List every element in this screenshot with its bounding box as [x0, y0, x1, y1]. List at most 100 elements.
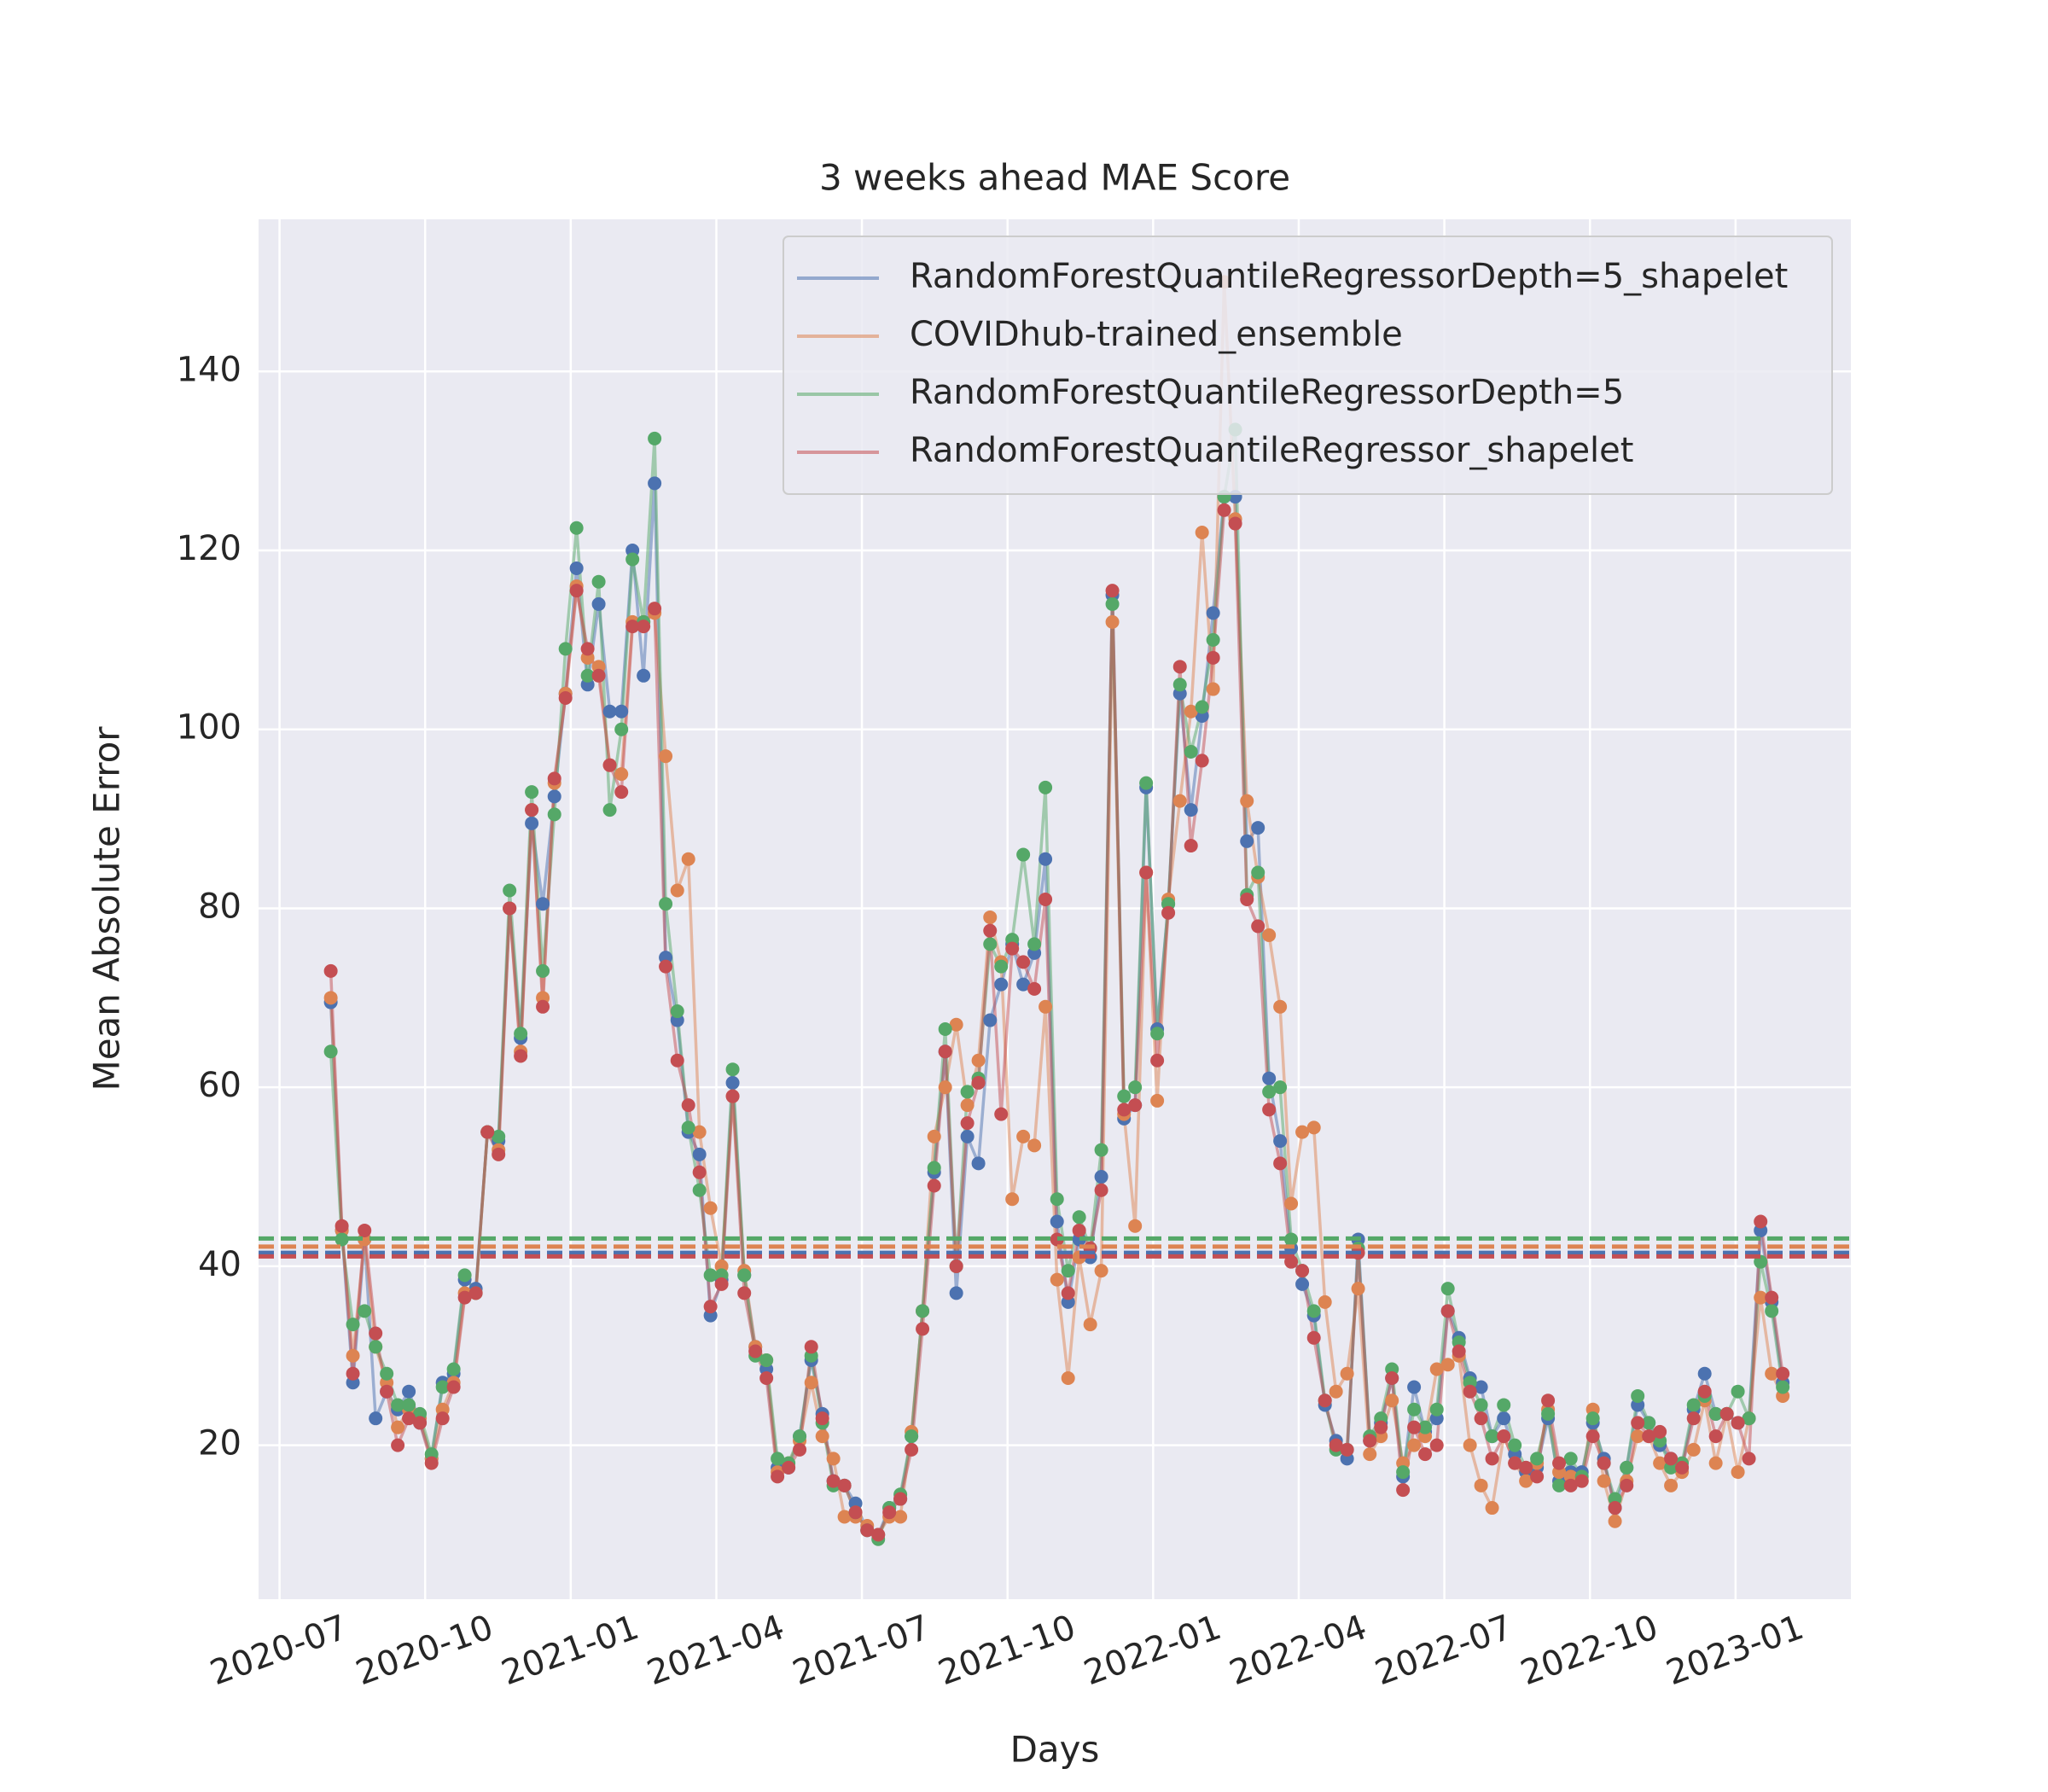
data-point [1262, 1085, 1277, 1099]
data-point [1407, 1380, 1422, 1394]
data-point [1485, 1501, 1499, 1516]
data-point [1005, 941, 1020, 956]
data-point [335, 1232, 349, 1247]
data-point [659, 749, 673, 764]
data-point [435, 1411, 450, 1426]
data-point [503, 901, 517, 916]
data-point [1463, 1384, 1477, 1399]
data-point [558, 691, 573, 706]
data-point [1318, 1393, 1332, 1408]
data-point [1306, 1120, 1321, 1135]
data-point [648, 476, 662, 491]
data-point [1262, 1103, 1277, 1117]
data-point [1329, 1438, 1343, 1452]
data-point [525, 803, 539, 817]
data-point [1765, 1366, 1779, 1381]
data-point [927, 1129, 941, 1143]
data-point [1262, 1071, 1277, 1085]
data-point [1273, 1134, 1288, 1149]
data-point [703, 1201, 718, 1215]
data-point [1686, 1398, 1701, 1412]
data-point [1686, 1442, 1701, 1457]
data-point [826, 1474, 841, 1488]
data-point [994, 959, 1009, 974]
data-point [737, 1268, 752, 1283]
data-point [949, 1259, 963, 1273]
data-point [927, 1178, 941, 1193]
data-point [815, 1411, 829, 1426]
data-point [1664, 1478, 1679, 1492]
data-point [446, 1380, 461, 1394]
data-point [1396, 1465, 1411, 1480]
data-point [1105, 584, 1120, 598]
data-point [949, 1017, 963, 1032]
data-point [580, 642, 595, 656]
data-point [759, 1353, 774, 1368]
data-point [1329, 1384, 1343, 1399]
data-point [1363, 1447, 1377, 1462]
data-point [905, 1442, 919, 1457]
data-point [1206, 682, 1220, 696]
data-point [1240, 794, 1254, 808]
data-point [614, 785, 629, 800]
data-point [1195, 700, 1209, 714]
data-point [1653, 1456, 1667, 1470]
data-point [725, 1089, 740, 1103]
data-point [1172, 794, 1187, 808]
data-point [1273, 999, 1288, 1014]
data-point [1027, 937, 1042, 951]
data-point [1150, 1053, 1165, 1068]
data-point [525, 785, 539, 800]
data-point [547, 807, 561, 822]
data-point [457, 1290, 472, 1305]
data-point [1429, 1438, 1444, 1452]
data-point [1094, 1183, 1108, 1197]
data-point [1295, 1125, 1310, 1139]
data-point [971, 1156, 986, 1171]
data-point [1519, 1460, 1533, 1475]
data-point [916, 1304, 930, 1318]
data-point [1574, 1474, 1589, 1488]
data-point [1228, 516, 1242, 531]
data-point [1642, 1429, 1656, 1444]
data-point [670, 883, 684, 898]
data-point [1653, 1424, 1667, 1439]
data-point [648, 602, 662, 616]
data-point [748, 1344, 763, 1359]
data-point [670, 1053, 684, 1068]
data-point [793, 1442, 807, 1457]
data-point [569, 561, 584, 575]
data-point [457, 1268, 472, 1283]
data-point [681, 852, 695, 866]
data-point [927, 1161, 941, 1175]
data-point [1631, 1416, 1645, 1430]
data-point [1150, 1027, 1165, 1041]
data-point [1306, 1330, 1321, 1345]
data-point [323, 1044, 338, 1059]
data-point [1072, 1210, 1086, 1225]
data-point [1374, 1420, 1388, 1434]
data-point [1765, 1290, 1779, 1305]
data-point [916, 1322, 930, 1336]
data-point [1697, 1366, 1712, 1381]
y-tick-label: 100 [177, 708, 241, 748]
data-point [1027, 1138, 1042, 1153]
legend-label: RandomForestQuantileRegressorDepth=5_sha… [910, 257, 1788, 296]
data-point [591, 668, 606, 683]
data-point [703, 1268, 718, 1283]
data-point [1474, 1411, 1488, 1426]
data-point [1273, 1080, 1288, 1095]
data-point [1686, 1411, 1701, 1426]
data-point [536, 999, 550, 1014]
data-point [1273, 1156, 1288, 1171]
data-point [1139, 776, 1154, 790]
data-point [1708, 1429, 1723, 1444]
data-point [1429, 1362, 1444, 1376]
data-point [960, 1085, 975, 1099]
data-point [1016, 847, 1031, 862]
data-point [1050, 1214, 1064, 1229]
data-point [815, 1429, 829, 1444]
data-point [648, 431, 662, 445]
data-point [602, 803, 617, 817]
